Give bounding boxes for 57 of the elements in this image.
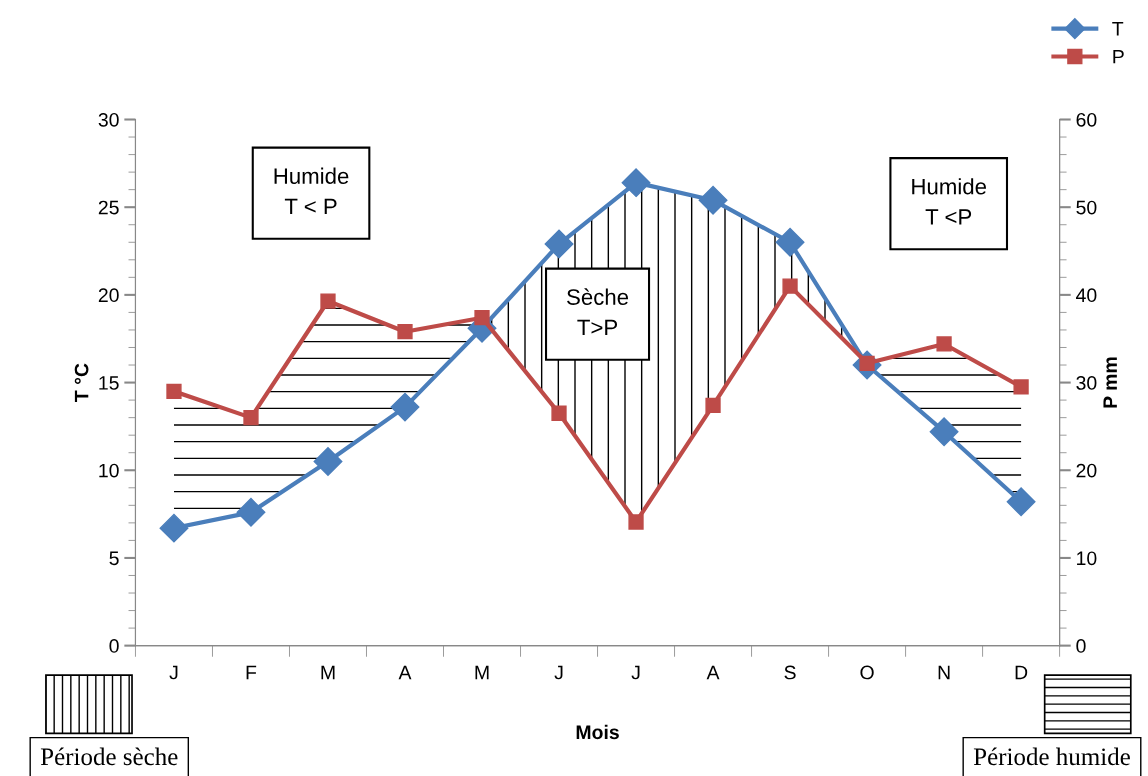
x-tick-label: F [246,665,257,680]
point [474,310,490,326]
point [243,410,259,426]
x-tick-label: M [475,665,489,680]
point [544,229,574,259]
point [1006,487,1036,517]
text: Période sèche [40,747,178,766]
y-tick-label: 30 [98,112,119,127]
x-tick-label: J [631,665,640,680]
y2-tick-label: 50 [1076,200,1097,215]
point [166,383,182,399]
x-tick-label: J [169,665,178,680]
annotation: Sèche T>P [567,288,629,336]
x-tick-label: A [398,665,412,680]
point [159,513,189,543]
point [236,497,266,527]
y-axis-title: T °C [74,363,89,402]
x-axis-title: Mois [576,724,619,740]
y-tick-label: 25 [98,200,119,215]
y2-tick-label: 30 [1076,376,1097,390]
x-tick-label: N [938,665,950,680]
y2-axis-title: P mm [1103,357,1117,408]
x-tick-label: M [321,665,335,680]
y2-tick-label: 10 [1077,551,1097,566]
y-tick-label: 15 [99,376,119,390]
legend-label: T [1112,22,1124,36]
point [313,447,343,476]
point [698,185,728,215]
point [775,227,805,257]
x-tick-label: A [706,665,720,680]
annotation: Humide T < P [274,167,349,215]
point [705,397,721,414]
x-tick-label: D [1015,665,1028,680]
y2-tick-label: 0 [1076,639,1086,653]
legend-label: P [1113,49,1124,64]
point [320,293,336,309]
x-tick-label: O [860,665,874,680]
point [628,514,644,530]
x-tick-label: J [554,665,563,680]
point [621,168,651,198]
y-tick-label: 20 [98,288,119,303]
text: Période humide [973,747,1130,766]
x-tick-label: S [784,665,796,680]
y-tick-label: 0 [109,639,119,653]
point [390,392,420,422]
point [936,336,952,352]
y-tick-label: 5 [109,551,119,566]
point [397,324,413,340]
y2-tick-label: 20 [1076,463,1097,478]
point [1013,379,1029,395]
annotation: Humide T <P [912,178,987,225]
y2-tick-label: 60 [1076,112,1097,127]
y2-tick-label: 40 [1076,288,1097,303]
point [929,417,959,447]
point [551,405,567,421]
y-tick-label: 10 [99,463,119,478]
point [782,278,798,294]
